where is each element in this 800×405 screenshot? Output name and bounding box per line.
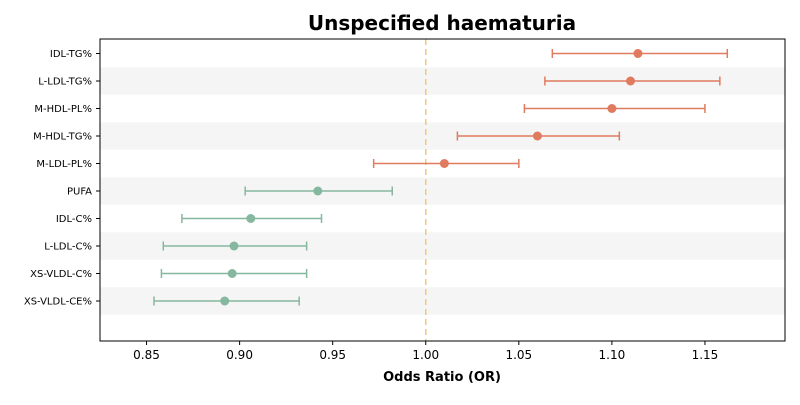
- x-axis: 0.85 0.90 0.95 1.00 1.05 1.10 1.15: [133, 341, 718, 362]
- or-point: [220, 296, 230, 306]
- x-tick-label: 1.10: [599, 348, 626, 362]
- y-tick-label: L-LDL-C%: [44, 242, 92, 253]
- or-point: [229, 241, 239, 251]
- row-band: [100, 177, 785, 205]
- data-marks: [153, 49, 729, 306]
- y-tick-label: IDL-C%: [56, 214, 92, 225]
- row-bands: [100, 67, 785, 315]
- or-point: [227, 269, 237, 278]
- or-point: [246, 214, 256, 223]
- row-band: [100, 122, 785, 150]
- or-point: [626, 76, 636, 86]
- y-tick-label: M-LDL-PL%: [36, 159, 92, 170]
- or-point: [532, 131, 542, 141]
- y-tick-label: XS-VLDL-CE%: [24, 297, 92, 308]
- x-tick-label: 1.05: [505, 348, 532, 362]
- or-point: [633, 49, 643, 58]
- x-tick-label: 0.90: [226, 348, 253, 362]
- y-tick-label: M-HDL-TG%: [33, 132, 92, 143]
- x-tick-label: 1.00: [412, 348, 439, 362]
- y-tick-label: XS-VLDL-C%: [30, 269, 92, 280]
- y-axis: IDL-TG% L-LDL-TG% M-HDL-PL% M-HDL-TG% M-LDL-…: [24, 49, 100, 308]
- y-tick-label: M-HDL-PL%: [34, 104, 92, 115]
- y-tick-label: PUFA: [67, 187, 92, 198]
- y-tick-label: L-LDL-TG%: [38, 77, 92, 88]
- or-point: [313, 186, 323, 196]
- or-point: [607, 104, 617, 113]
- or-point: [439, 159, 449, 168]
- x-tick-label: 0.85: [133, 348, 160, 362]
- y-tick-label: IDL-TG%: [50, 49, 92, 60]
- chart-title: Unspecified haematuria: [308, 11, 576, 35]
- x-axis-label: Odds Ratio (OR): [383, 370, 501, 385]
- x-tick-label: 0.95: [319, 348, 346, 362]
- x-tick-label: 1.15: [692, 348, 719, 362]
- plot-frame: [99, 38, 786, 342]
